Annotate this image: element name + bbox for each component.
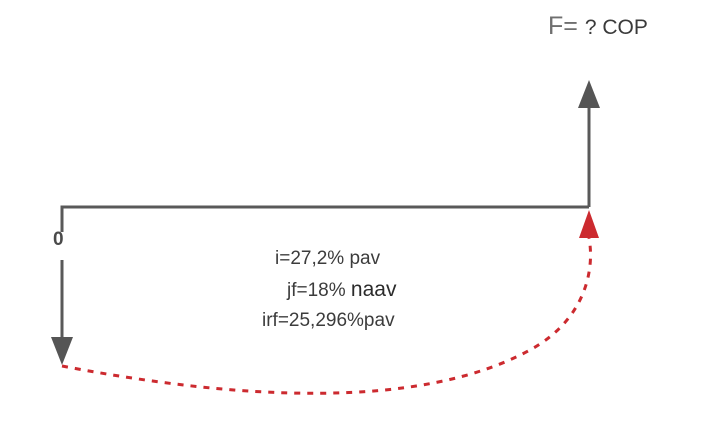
future-value-arrow-head [578,80,600,108]
future-value-amount: ? COP [584,16,648,39]
future-value-symbol: F= [548,12,578,40]
interest-rate-i: i=27,2% pav [275,248,381,269]
future-value-label: F= ? COP [548,14,648,39]
interest-rate-jf-unit: naav [350,278,397,301]
equivalence-curve-arrow-head [579,210,599,238]
interest-rate-irf: irf=25,296%pav [262,310,395,331]
timeline [60,205,589,232]
present-value-arrow-head [51,337,73,365]
interest-rate-jf-value: jf=18% [287,280,346,301]
equivalence-curve [61,237,593,395]
period-zero-label: 0 [53,229,64,250]
interest-rate-jf: jf=18% naav [287,279,396,300]
